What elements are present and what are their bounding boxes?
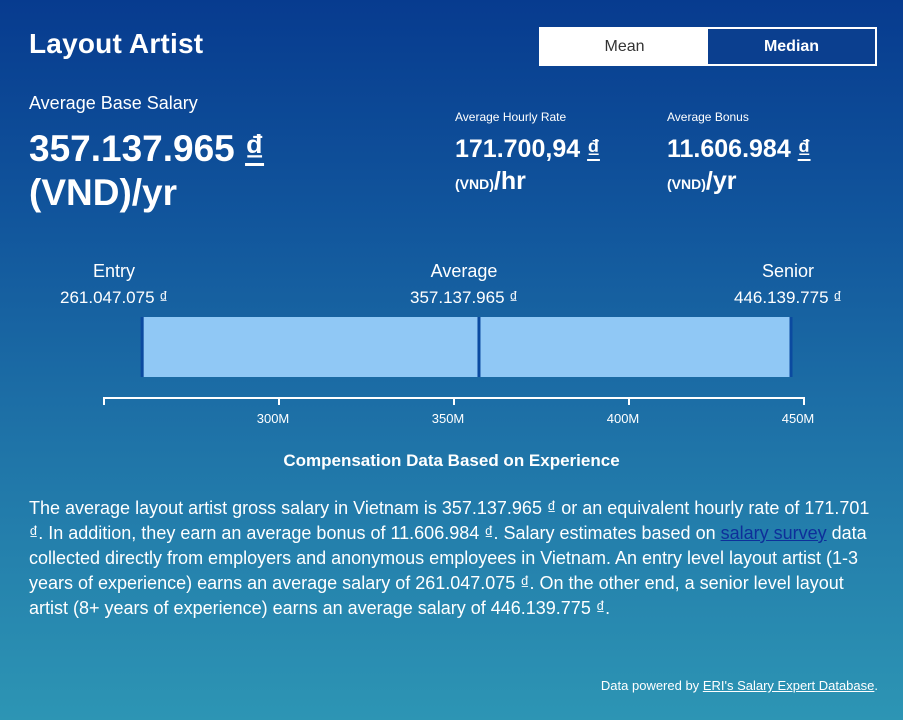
base-salary-currency: ₫ — [245, 128, 265, 169]
base-salary-label: Average Base Salary — [29, 93, 198, 113]
entry-level-amount: 261.047.075 ₫ — [60, 288, 168, 307]
chart-caption: Compensation Data Based on Experience — [283, 451, 620, 470]
data-attribution: Data powered by ERI's Salary Expert Data… — [601, 678, 878, 693]
mean-median-toggle: Mean Median — [539, 27, 877, 66]
average-level-label: Average — [430, 261, 498, 281]
salary-range-chart: 300M 350M 400M 450M — [103, 317, 815, 426]
base-salary-unit: (VND)/yr — [29, 172, 178, 213]
eri-database-link[interactable]: ERI's Salary Expert Database — [702, 678, 875, 693]
base-salary-amount: 357.137.965 — [29, 128, 235, 169]
x-tick-label: 350M — [432, 411, 465, 426]
description-part-2: data collected directly from employers a… — [29, 523, 867, 618]
x-tick-label: 400M — [607, 411, 640, 426]
average-marker — [477, 317, 481, 377]
hourly-rate-value: 171.700,94 ₫ (VND)/hr — [455, 133, 655, 200]
description-part-1: The average layout artist gross salary i… — [29, 498, 870, 543]
bonus-currency: ₫ — [797, 135, 811, 163]
bonus-label: Average Bonus — [667, 110, 749, 124]
hourly-rate-label: Average Hourly Rate — [455, 110, 567, 124]
bar-entry-to-average — [142, 317, 479, 377]
footer-prefix: Data powered by — [600, 678, 703, 693]
hourly-rate-period: /hr — [493, 167, 526, 195]
senior-marker — [789, 317, 793, 377]
senior-level-label: Senior — [761, 261, 815, 281]
senior-level-amount: 446.139.775 ₫ — [734, 288, 842, 307]
x-tick-label: 300M — [257, 411, 290, 426]
base-salary-value: 357.137.965 ₫ (VND)/yr — [29, 127, 429, 215]
mean-button[interactable]: Mean — [541, 29, 708, 64]
footer-suffix: . — [874, 678, 878, 693]
page-title: Layout Artist — [29, 28, 204, 59]
bonus-value: 11.606.984 ₫ (VND)/yr — [667, 133, 887, 200]
bar-average-to-senior — [478, 317, 791, 377]
hourly-rate-amount: 171.700,94 — [455, 135, 581, 163]
salary-survey-link[interactable]: salary survey — [720, 523, 827, 543]
bonus-unit: (VND) — [667, 176, 706, 192]
entry-marker — [140, 317, 144, 377]
bonus-period: /yr — [705, 167, 737, 195]
bonus-amount: 11.606.984 — [667, 135, 791, 163]
x-tick-label: 450M — [782, 411, 815, 426]
hourly-rate-unit: (VND) — [455, 176, 494, 192]
entry-level-label: Entry — [92, 261, 135, 281]
average-level-amount: 357.137.965 ₫ — [410, 288, 518, 307]
salary-description: The average layout artist gross salary i… — [29, 496, 879, 621]
hourly-rate-currency: ₫ — [587, 135, 600, 163]
median-button[interactable]: Median — [708, 29, 875, 64]
